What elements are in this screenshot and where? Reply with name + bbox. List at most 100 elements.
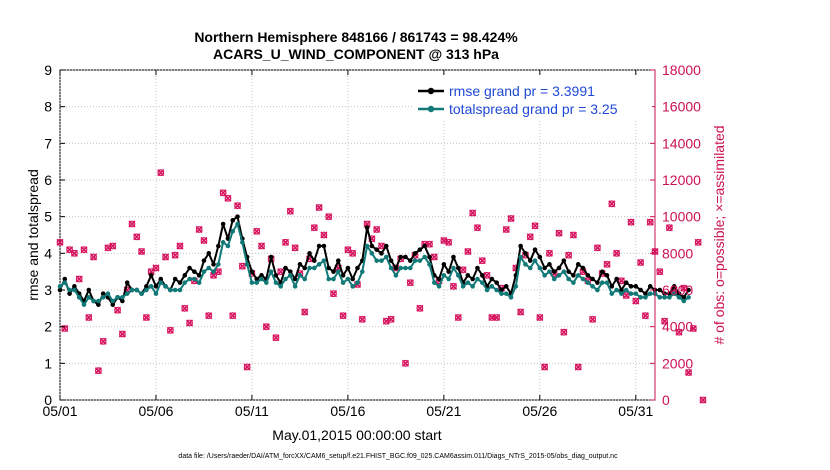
rmse-point xyxy=(499,287,504,293)
totalspread-point xyxy=(302,276,308,282)
obs-assimilated-marker xyxy=(315,203,323,212)
totalspread-point xyxy=(441,273,447,278)
obs-assimilated-marker xyxy=(694,238,702,246)
totalspread-point xyxy=(96,298,101,304)
obs-possible-marker xyxy=(243,363,251,371)
rmse-point xyxy=(316,243,322,249)
totalspread-point xyxy=(350,284,356,289)
obs-possible-marker xyxy=(570,231,577,239)
obs-assimilated-marker xyxy=(632,297,640,305)
totalspread-point xyxy=(580,276,586,282)
obs-possible-marker xyxy=(229,312,237,320)
rmse-point xyxy=(273,273,279,278)
obs-assimilated-marker xyxy=(545,249,554,257)
totalspread-point xyxy=(148,284,154,289)
y2-axis-ticks: 0 2000 4000 6000 8000 10000 12000 14000 16000 180… xyxy=(650,62,701,408)
obs-possible-marker xyxy=(565,251,573,259)
totalspread-point xyxy=(172,287,178,293)
rmse-point xyxy=(580,265,586,271)
rmse-point xyxy=(527,258,533,263)
obs-assimilated-marker xyxy=(214,268,222,276)
obs-possible-marker xyxy=(694,238,702,246)
totalspread-point xyxy=(523,262,528,267)
obs-possible-marker xyxy=(560,328,568,336)
plot-area xyxy=(59,69,656,401)
totalspread-point xyxy=(254,280,260,285)
x-tick-label: 05/26 xyxy=(522,403,557,419)
obs-assimilated-marker xyxy=(75,275,83,283)
obs-assimilated-marker xyxy=(181,304,189,312)
totalspread-point xyxy=(551,276,557,282)
y-tick-label: 8 xyxy=(44,99,52,115)
obs-possible-marker xyxy=(234,202,241,210)
rmse-point xyxy=(297,262,303,267)
rmse-point xyxy=(321,243,327,249)
obs-possible-marker xyxy=(61,325,69,332)
obs-possible-marker xyxy=(205,312,213,320)
obs-assimilated-marker xyxy=(176,242,184,250)
rmse-point xyxy=(345,265,351,271)
obs-assimilated-marker xyxy=(70,249,78,257)
obs-possible-marker xyxy=(373,226,381,233)
series-lines xyxy=(57,214,691,307)
obs-possible-marker xyxy=(526,233,534,241)
rmse-point xyxy=(235,214,240,219)
obs-possible-marker xyxy=(349,249,357,257)
rmse-point xyxy=(100,291,106,296)
x-tick-label: 05/31 xyxy=(618,403,653,419)
obs-possible-marker xyxy=(142,314,150,321)
totalspread-point xyxy=(667,295,672,300)
y-tick-label: 9 xyxy=(44,62,52,78)
rmse-point xyxy=(489,276,495,282)
totalspread-point xyxy=(86,295,92,300)
obs-possible-marker xyxy=(469,209,477,217)
obs-possible-marker xyxy=(474,224,481,232)
obs-possible-marker xyxy=(195,226,203,233)
rmse-point xyxy=(503,284,509,289)
obs-possible-marker xyxy=(200,237,208,244)
totalspread-point xyxy=(230,229,236,234)
y2-tick-label: 6000 xyxy=(662,282,693,298)
obs-assimilated-marker xyxy=(349,249,357,257)
obs-possible-marker xyxy=(282,238,289,246)
totalspread-point xyxy=(407,265,413,271)
obs-assimilated-marker xyxy=(166,326,174,334)
totalspread-point xyxy=(240,240,245,245)
obs-possible-marker xyxy=(665,224,673,232)
obs-assimilated-marker xyxy=(627,218,635,226)
rmse-point xyxy=(681,295,687,300)
totalspread-point xyxy=(288,273,293,278)
rmse-point xyxy=(556,265,562,271)
rmse-point xyxy=(671,284,677,289)
rmse-point xyxy=(86,287,92,293)
obs-assimilated-marker xyxy=(416,304,424,312)
totalspread-point xyxy=(244,262,250,267)
rmse-point xyxy=(422,243,427,249)
rmse-point xyxy=(518,243,523,249)
totalspread-point xyxy=(614,287,619,293)
obs-assimilated-marker xyxy=(555,229,563,237)
obs-assimilated-marker xyxy=(291,244,299,252)
totalspread-point xyxy=(671,291,677,296)
obs-possible-marker xyxy=(450,282,457,290)
totalspread-point xyxy=(124,291,130,296)
rmse-point xyxy=(398,254,403,260)
obs-possible-marker xyxy=(675,328,683,336)
totalspread-point xyxy=(532,258,538,263)
totalspread-point xyxy=(139,291,144,296)
totalspread-point xyxy=(619,291,624,296)
totalspread-point xyxy=(379,258,384,263)
totalspread-point xyxy=(57,284,63,289)
rmse-point xyxy=(441,262,447,267)
obs-assimilated-marker xyxy=(685,368,693,377)
y2-axis-label: # of obs: o=possible; ×=assimilated xyxy=(711,125,727,344)
obs-possible-marker xyxy=(330,290,337,298)
rmse-point xyxy=(336,258,341,263)
totalspread-point xyxy=(100,295,106,300)
rmse-point xyxy=(619,287,624,293)
obs-possible-marker xyxy=(546,249,553,257)
totalspread-point xyxy=(268,269,274,274)
obs-assimilated-marker xyxy=(109,242,117,250)
obs-assimilated-marker xyxy=(310,224,318,232)
